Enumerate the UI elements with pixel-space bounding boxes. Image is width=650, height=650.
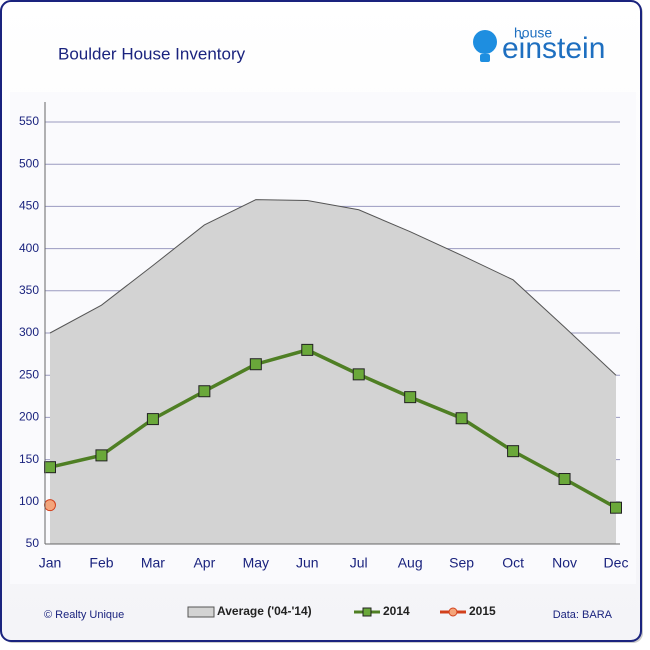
- x-tick-label: Mar: [141, 555, 165, 571]
- marker: [352, 368, 365, 381]
- y-tick-label: 300: [19, 325, 39, 339]
- marker: [404, 391, 417, 404]
- x-tick-label: Nov: [552, 555, 577, 571]
- marker: [610, 501, 622, 514]
- legend-label: 2014: [383, 604, 410, 618]
- x-tick-label: Sep: [449, 555, 474, 571]
- x-tick-label: May: [243, 555, 269, 571]
- marker: [44, 499, 56, 512]
- marker: [455, 412, 468, 425]
- logo-base: [480, 54, 490, 62]
- logo-big: einstein: [502, 32, 605, 65]
- y-tick-label: 450: [19, 199, 39, 213]
- marker: [44, 461, 56, 474]
- y-tick-label: 50: [26, 536, 40, 550]
- y-tick-label: 550: [19, 114, 39, 128]
- marker: [146, 413, 159, 426]
- marker: [558, 473, 571, 486]
- average-area: [50, 199, 616, 544]
- x-tick-label: Oct: [502, 555, 524, 571]
- y-tick-label: 350: [19, 283, 39, 297]
- marker: [198, 385, 211, 398]
- y-tick-label: 150: [19, 452, 39, 466]
- legend-label: 2015: [469, 604, 496, 618]
- x-tick-label: Jul: [350, 555, 368, 571]
- y-tick-label: 250: [19, 367, 39, 381]
- legend-swatch: [187, 606, 215, 618]
- x-tick-label: Feb: [89, 555, 113, 571]
- logo-bulb: [473, 30, 497, 54]
- marker: [95, 449, 108, 462]
- logo-small: house: [514, 25, 552, 41]
- y-tick-label: 500: [19, 156, 39, 170]
- x-tick-label: Jun: [296, 555, 319, 571]
- y-tick-label: 400: [19, 241, 39, 255]
- x-tick-label: Jan: [39, 555, 62, 571]
- x-tick-label: Dec: [604, 555, 629, 571]
- series-line: [49, 348, 617, 510]
- x-tick-label: Apr: [193, 555, 215, 571]
- marker: [249, 358, 262, 371]
- marker: [507, 445, 520, 458]
- x-tick-label: Aug: [398, 555, 423, 571]
- marker: [301, 343, 314, 356]
- legend-label: Average ('04-'14): [217, 604, 312, 618]
- chart-title: Boulder House Inventory: [58, 44, 246, 63]
- legend-marker: [362, 607, 372, 617]
- logo: house einstein: [473, 25, 605, 65]
- source: Data: BARA: [553, 609, 613, 621]
- average-outline: [49, 199, 617, 376]
- legend-marker: [448, 607, 458, 617]
- credit: © Realty Unique: [44, 609, 124, 621]
- y-tick-label: 200: [19, 410, 39, 424]
- y-tick-label: 100: [19, 494, 39, 508]
